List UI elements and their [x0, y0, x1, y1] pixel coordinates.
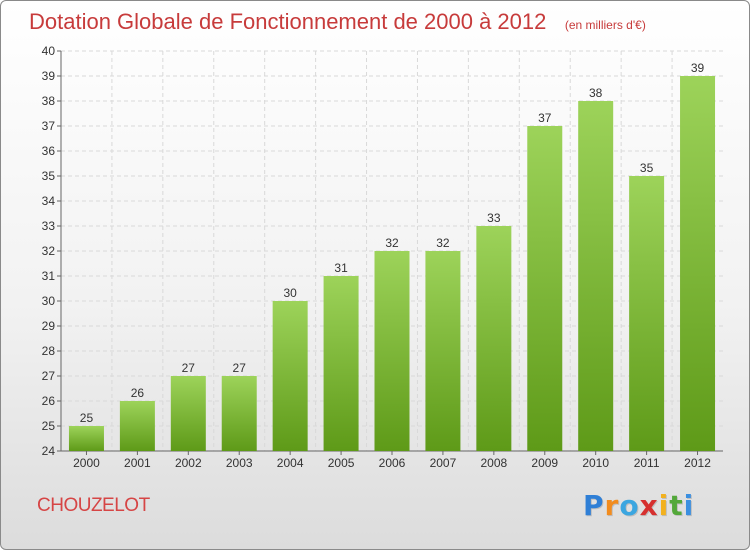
bar-value-label: 32: [385, 236, 399, 250]
bar-value-label: 30: [283, 286, 297, 300]
bar: [170, 376, 206, 451]
bar-value-label: 27: [182, 361, 196, 375]
y-tick-label: 29: [42, 319, 56, 333]
y-tick-label: 24: [42, 444, 56, 458]
logo-letter: i: [683, 489, 695, 522]
bars: [68, 76, 716, 451]
commune-name: CHOUZELOT: [37, 495, 150, 516]
logo-letter: x: [639, 489, 659, 522]
bar-value-label: 27: [233, 361, 247, 375]
chart-title: Dotation Globale de Fonctionnement de 20…: [29, 9, 646, 35]
x-tick-label: 2001: [124, 456, 151, 470]
bar-value-label: 38: [589, 86, 603, 100]
y-tick-label: 32: [42, 244, 56, 258]
logo-letter: P: [583, 489, 605, 522]
y-tick-labels: 24 25 26 27 28 29 30 31 32 33 34 35 36 37 38 39 40: [42, 44, 56, 458]
x-tick-label: 2006: [379, 456, 406, 470]
bar: [680, 76, 716, 451]
y-tick-label: 25: [42, 419, 56, 433]
logo-letter: t: [669, 489, 684, 522]
chart-title-unit: (en milliers d'€): [564, 18, 646, 32]
y-tick-label: 39: [42, 69, 56, 83]
x-tick-label: 2007: [430, 456, 457, 470]
y-tick-label: 36: [42, 144, 56, 158]
x-tick-labels: 2000 2001 2002 2003 2004 2005 2006 2007 2008 2009…: [73, 456, 711, 470]
y-tick-label: 37: [42, 119, 56, 133]
bar: [578, 101, 614, 451]
bar-value-label: 32: [436, 236, 450, 250]
y-tick-label: 38: [42, 94, 56, 108]
bar: [374, 251, 410, 451]
logo-letter: o: [619, 489, 640, 522]
bar: [221, 376, 257, 451]
y-tick-label: 27: [42, 369, 56, 383]
bar: [272, 301, 308, 451]
logo-letter: r: [604, 489, 620, 522]
bar: [119, 401, 155, 451]
proxiti-logo: Proxiti: [583, 489, 694, 522]
bar-value-labels: 25 26 27 27 30 31 32 32 33 37 38 35 39: [80, 61, 705, 425]
x-tick-label: 2005: [328, 456, 355, 470]
y-tick-label: 28: [42, 344, 56, 358]
x-tick-label: 2002: [175, 456, 202, 470]
bar: [323, 276, 359, 451]
x-tick-label: 2004: [277, 456, 304, 470]
bar: [68, 426, 104, 451]
bar: [629, 176, 665, 451]
bar-value-label: 26: [131, 386, 145, 400]
x-tick-label: 2008: [480, 456, 507, 470]
y-tick-label: 34: [42, 194, 56, 208]
bar-value-label: 35: [640, 161, 654, 175]
x-tick-label: 2000: [73, 456, 100, 470]
bar: [476, 226, 512, 451]
y-tick-label: 40: [42, 44, 56, 58]
x-tick-label: 2003: [226, 456, 253, 470]
y-tick-label: 31: [42, 269, 56, 283]
y-tick-label: 26: [42, 394, 56, 408]
chart-title-main: Dotation Globale de Fonctionnement de 20…: [29, 9, 547, 34]
logo-letter: i: [658, 489, 670, 522]
bar: [425, 251, 461, 451]
y-tick-label: 33: [42, 219, 56, 233]
bar-value-label: 25: [80, 411, 94, 425]
x-tick-label: 2010: [582, 456, 609, 470]
bar-value-label: 39: [691, 61, 705, 75]
y-tick-label: 35: [42, 169, 56, 183]
x-tick-label: 2011: [634, 456, 660, 470]
bar: [527, 126, 563, 451]
x-tick-label: 2009: [531, 456, 558, 470]
bar-value-label: 31: [334, 261, 348, 275]
bar-value-label: 37: [538, 111, 552, 125]
bar-value-label: 33: [487, 211, 501, 225]
x-tick-label: 2012: [684, 456, 711, 470]
y-tick-label: 30: [42, 294, 56, 308]
